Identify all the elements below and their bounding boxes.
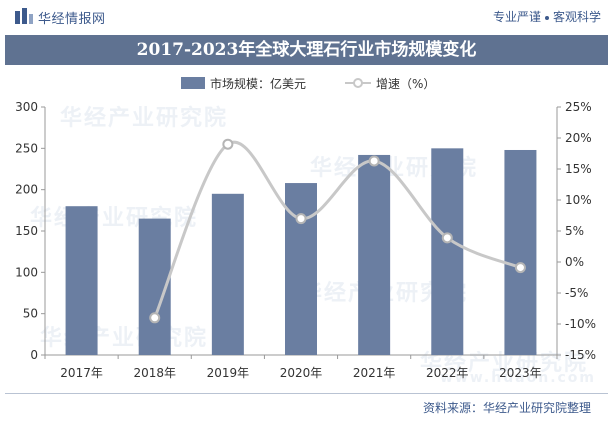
bar (431, 148, 464, 355)
growth-line (153, 140, 521, 319)
x-tick-label: 2018年 (133, 366, 176, 380)
y-tick-label-left: 200 (15, 183, 38, 197)
x-tick-label: 2020年 (280, 366, 323, 380)
source-note: 资料来源：华经产业研究院整理 (422, 401, 591, 415)
y-tick-label-right: -10% (565, 317, 596, 331)
y-tick-label-right: 0% (565, 255, 584, 269)
chart-legend: 市场规模：亿美元 增速（%） (0, 72, 613, 94)
x-tick-label: 2022年 (426, 366, 469, 380)
separator-dot-icon (544, 15, 549, 20)
bar (504, 149, 537, 355)
x-tick-label: 2017年 (60, 366, 103, 380)
y-tick-label-right: 5% (565, 224, 584, 238)
tagline-left: 专业严谨 (492, 10, 541, 24)
y-tick-label-right: 20% (565, 131, 592, 145)
title-band: 2017-2023年全球大理石行业市场规模变化 (5, 35, 608, 65)
bar (358, 154, 391, 355)
y-tick-label-right: 25% (565, 100, 592, 114)
legend-line-marker-icon (353, 78, 363, 88)
legend-line-label: 增速（%） (376, 77, 436, 91)
y-tick-label-right: -5% (565, 286, 588, 300)
growth-point (149, 312, 161, 324)
growth-point (514, 262, 526, 274)
tagline-right: 客观科学 (552, 10, 601, 24)
y-tick-label-right: 15% (565, 162, 592, 176)
legend-bar-label: 市场规模：亿美元 (210, 77, 307, 91)
brand-name: 华经情报网 (38, 12, 106, 27)
watermark-url: www.huaon.com (440, 370, 597, 386)
y-tick-label-left: 0 (30, 348, 38, 362)
chart-title: 2017-2023年全球大理石行业市场规模变化 (136, 40, 477, 60)
tagline: 专业严谨 客观科学 (493, 8, 601, 25)
y-tick-label-left: 50 (23, 307, 38, 321)
legend-bar-swatch (181, 77, 205, 89)
y-tick-label-right: 10% (565, 193, 592, 207)
bar (285, 183, 317, 355)
growth-point (368, 155, 380, 167)
growth-point (441, 232, 453, 244)
bar (211, 193, 244, 355)
x-tick-label: 2019年 (207, 366, 250, 380)
top-bar: 华经情报网 专业严谨 客观科学 (0, 0, 613, 34)
logo-icon (15, 8, 33, 24)
y-tick-label-left: 100 (15, 265, 38, 279)
footer-divider (5, 393, 608, 394)
growth-point (295, 213, 307, 225)
x-tick-label: 2023年 (499, 366, 542, 380)
growth-point (222, 138, 234, 150)
y-tick-label-left: 250 (15, 141, 38, 155)
x-tick-label: 2021年 (353, 366, 396, 380)
bar (65, 206, 98, 355)
y-tick-label-right: -15% (565, 348, 596, 362)
y-tick-label-left: 300 (15, 100, 38, 114)
watermark: 华经产业研究院 (60, 106, 229, 131)
y-tick-label-left: 150 (15, 224, 38, 238)
